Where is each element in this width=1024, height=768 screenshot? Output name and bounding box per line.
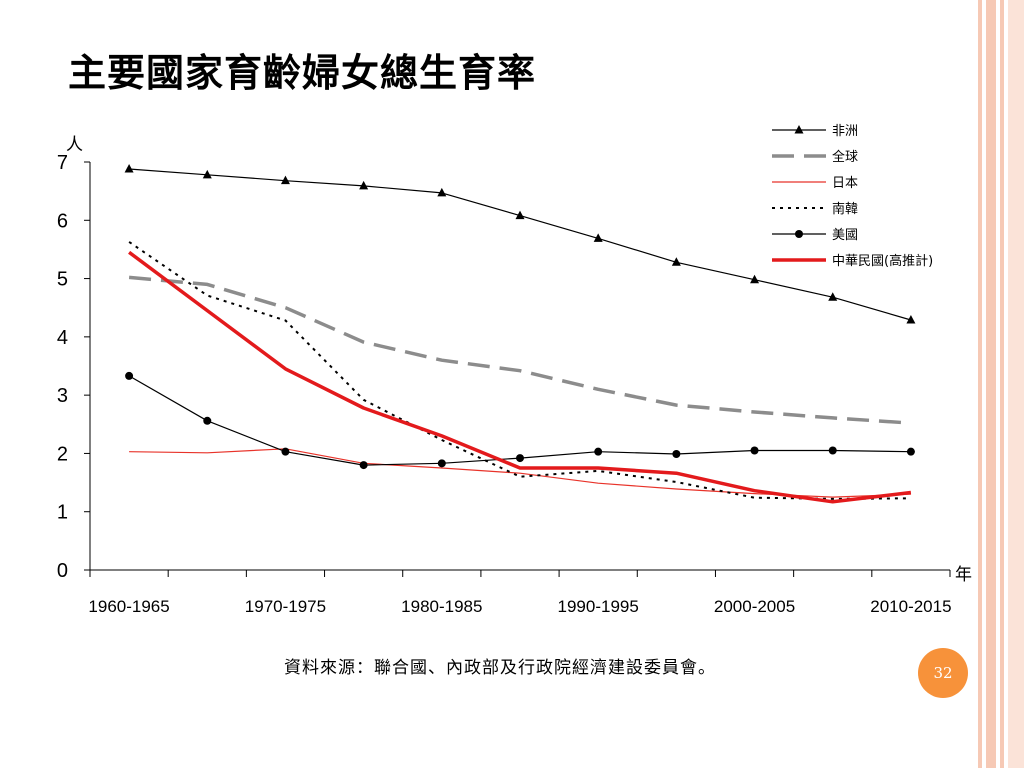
decorative-stripes: [964, 0, 1024, 768]
data-point: [594, 447, 603, 456]
data-source-note: 資料來源：聯合國、內政部及行政院經濟建設委員會。: [284, 658, 716, 678]
page-number-badge: 32: [918, 648, 968, 698]
legend-item-2: 日本: [772, 176, 858, 191]
x-tick-label: 1970-1975: [245, 597, 326, 616]
data-point: [359, 461, 368, 470]
slide-title: 主要國家育齡婦女總生育率: [68, 50, 537, 95]
data-point: [437, 187, 447, 197]
data-point: [203, 416, 212, 425]
legend-item-0: 非洲: [772, 124, 858, 139]
legend-marker: [794, 125, 804, 134]
data-point: [906, 447, 915, 456]
y-tick-label: 0: [57, 560, 68, 582]
legend-marker: [795, 230, 803, 238]
x-tick-label: 1960-1965: [88, 597, 169, 616]
legend-item-1: 全球: [772, 149, 858, 165]
data-point: [437, 459, 446, 468]
data-point: [516, 454, 524, 463]
data-point: [281, 447, 290, 456]
legend-label: 美國: [832, 228, 858, 243]
legend-label: 日本: [832, 176, 858, 191]
series-line: [128, 250, 912, 504]
legend-label: 非洲: [832, 124, 858, 139]
y-axis-unit-label: 人: [66, 135, 83, 154]
data-point: [125, 371, 134, 380]
x-tick-label: 2000-2005: [714, 597, 795, 616]
data-point: [750, 274, 760, 284]
data-point: [750, 446, 759, 455]
series-4: [125, 371, 915, 470]
x-tick-label: 1980-1985: [401, 597, 482, 616]
x-tick-label: 2010-2015: [870, 597, 951, 616]
x-tick-label: 1990-1995: [558, 597, 639, 616]
data-point: [671, 257, 681, 266]
x-axis-unit-label: 年: [955, 565, 972, 584]
series-line: [128, 375, 911, 466]
data-point: [672, 450, 681, 459]
y-tick-label: 5: [57, 269, 68, 291]
data-point: [828, 446, 837, 455]
chart-series: [124, 163, 916, 504]
legend-label: 全球: [832, 149, 858, 165]
y-tick-label: 2: [57, 443, 68, 465]
y-tick-label: 7: [57, 152, 68, 174]
series-0: [124, 163, 916, 324]
legend-label: 中華民國(高推計): [832, 253, 933, 269]
chart-axes: 0 1 2 3 4 5 6 7 1960-1965 1970-1975 1980-1985 1990-…: [57, 135, 972, 616]
y-tick-label: 3: [57, 385, 68, 407]
y-tick-label: 4: [57, 327, 68, 349]
series-line: [129, 168, 912, 321]
data-point: [124, 163, 134, 173]
data-point: [359, 180, 369, 190]
data-point: [906, 314, 916, 324]
legend-label: 南韓: [832, 201, 858, 217]
series-1: [128, 275, 912, 425]
y-tick-label: 6: [57, 210, 68, 232]
data-point: [515, 210, 525, 220]
legend-item-4: 美國: [772, 228, 858, 243]
data-point: [202, 169, 212, 179]
data-point: [280, 175, 290, 185]
legend-item-5: 中華民國(高推計): [772, 253, 933, 269]
data-point: [828, 292, 838, 301]
series-5: [128, 250, 912, 504]
data-point: [593, 233, 603, 242]
legend-item-3: 南韓: [772, 201, 858, 217]
series-line: [128, 275, 912, 425]
y-tick-label: 1: [57, 502, 68, 524]
